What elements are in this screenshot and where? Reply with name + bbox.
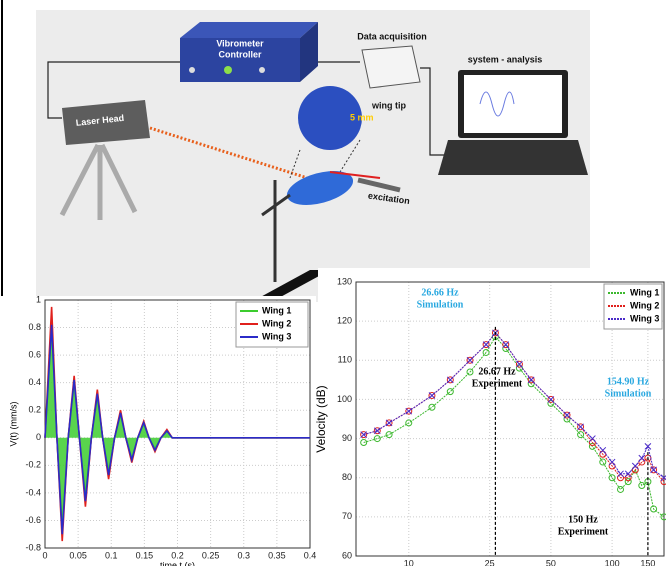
y-tick-label: 70: [342, 511, 352, 521]
legend-label: Wing 1: [262, 305, 291, 315]
y-tick-label: 60: [342, 550, 352, 560]
x-axis-label: time t (s): [160, 560, 195, 566]
y-tick-label: 0.2: [28, 405, 41, 415]
x-tick-label: 0.15: [136, 550, 154, 560]
y-tick-label: -0.6: [25, 515, 41, 525]
controller-top: [180, 22, 318, 38]
daq-device: [362, 46, 420, 88]
daq-label: Data acquisition: [357, 31, 427, 41]
annotation: Experiment: [558, 526, 609, 537]
annotation: 150 Hz: [568, 514, 598, 525]
y-tick-label: 100: [337, 394, 352, 404]
wing-tip-label: wing tip: [371, 100, 406, 110]
legend-label: Wing 3: [262, 331, 291, 341]
y-tick-label: 0.4: [28, 377, 41, 387]
y-tick-label: 110: [338, 355, 352, 365]
legend-label: Wing 2: [630, 300, 659, 310]
y-tick-label: 1: [36, 294, 41, 304]
annotation: 26.67 Hz: [478, 366, 516, 377]
x-tick-label: 0: [42, 550, 47, 560]
x-tick-label: 0.35: [268, 550, 286, 560]
annotation: Simulation: [605, 388, 652, 399]
x-tick-label: 0.3: [237, 550, 250, 560]
x-tick-label: 100: [605, 558, 620, 566]
y-axis-label: V(t) (mm/s): [8, 402, 18, 447]
x-tick-label: 0.1: [105, 550, 118, 560]
annotation: 154.90 Hz: [607, 376, 650, 387]
x-tick-label: 150: [640, 558, 655, 566]
x-tick-label: 50: [546, 558, 556, 566]
legend-label: Wing 1: [630, 287, 659, 297]
annotation: Experiment: [472, 378, 523, 389]
x-tick-label: 25: [485, 558, 495, 566]
y-tick-label: -0.4: [25, 487, 41, 497]
y-tick-label: 0.6: [28, 349, 41, 359]
annotation: Simulation: [417, 299, 464, 310]
x-tick-label: 0.4: [304, 550, 317, 560]
y-tick-label: -0.2: [25, 460, 41, 470]
x-tick-label: 0.2: [171, 550, 184, 560]
legend-label: Wing 2: [262, 318, 291, 328]
x-tick-label: 0.05: [69, 550, 87, 560]
controller-label: Vibrometer: [216, 38, 264, 48]
y-axis-label: Velocity (dB): [314, 385, 328, 452]
x-tick-label: 0.25: [202, 550, 220, 560]
screen: [464, 75, 562, 133]
knob: [189, 67, 195, 73]
legend-label: Wing 3: [630, 313, 659, 323]
controller-label: Controller: [218, 49, 261, 59]
laptop-keyboard: [438, 140, 588, 175]
figure: Vibrometer Controller Data acquisition s…: [0, 0, 666, 566]
setup-diagram: Vibrometer Controller Data acquisition s…: [36, 10, 590, 302]
y-tick-label: 80: [342, 472, 352, 482]
y-tick-label: 90: [342, 433, 352, 443]
annotation: 26.66 Hz: [421, 287, 459, 298]
y-tick-label: 0: [36, 432, 41, 442]
y-tick-label: -0.8: [25, 542, 41, 552]
y-tick-label: 120: [337, 316, 352, 326]
y-tick-label: 0.8: [28, 322, 41, 332]
scale-label: 5 mm: [350, 112, 374, 122]
knob: [259, 67, 265, 73]
y-tick-label: 130: [337, 276, 352, 286]
analysis-label: system - analysis: [468, 54, 543, 64]
x-tick-label: 10: [404, 558, 414, 566]
led: [224, 66, 232, 74]
